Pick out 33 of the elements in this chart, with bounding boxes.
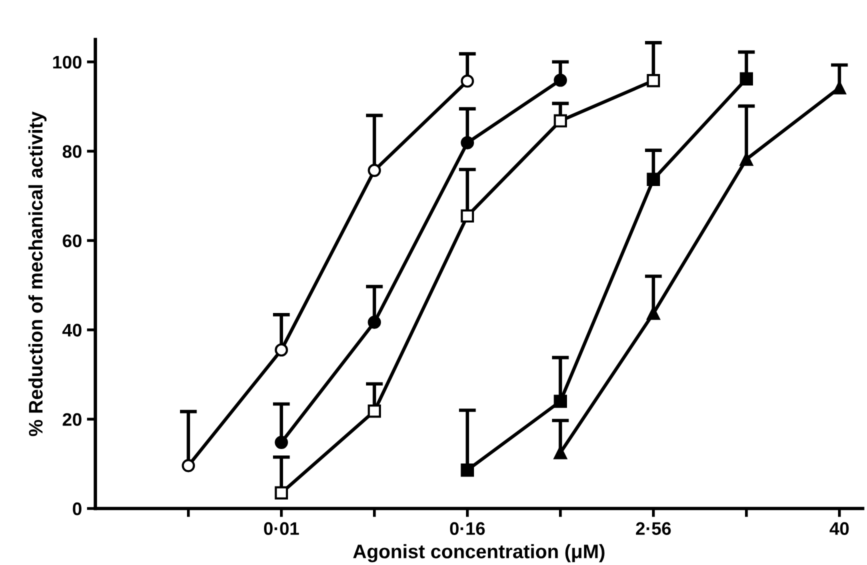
- y-tick-label: 40: [62, 324, 82, 337]
- x-tick-label: 40: [830, 522, 849, 535]
- point: [832, 81, 846, 94]
- y-tick-label: 80: [62, 145, 82, 158]
- point: [182, 459, 195, 472]
- x-axis-title: Agonist concentration (μM): [353, 544, 604, 562]
- point: [460, 136, 474, 150]
- point: [554, 74, 567, 87]
- point: [274, 343, 288, 357]
- x-tick-label: 2·56: [636, 522, 671, 535]
- y-tick-label: 100: [53, 56, 82, 69]
- point: [368, 164, 381, 178]
- x-tick-label: 0·16: [450, 522, 485, 535]
- point: [554, 394, 567, 408]
- point: [554, 114, 567, 128]
- x-tick-label: 0·01: [264, 522, 299, 535]
- point: [646, 172, 660, 186]
- point: [274, 436, 288, 449]
- point: [646, 74, 660, 88]
- point: [274, 486, 288, 500]
- y-tick-label: 0: [72, 502, 82, 516]
- point: [646, 306, 660, 320]
- point: [554, 446, 567, 460]
- point: [740, 152, 754, 166]
- point: [460, 463, 474, 477]
- y-axis-title: % Reduction of mechanical activity: [28, 112, 46, 436]
- point: [460, 209, 474, 223]
- y-tick-label: 60: [62, 234, 82, 248]
- point: [368, 404, 381, 418]
- y-tick-label: 20: [62, 413, 82, 426]
- point: [460, 74, 474, 88]
- point: [740, 72, 754, 86]
- point: [368, 316, 381, 329]
